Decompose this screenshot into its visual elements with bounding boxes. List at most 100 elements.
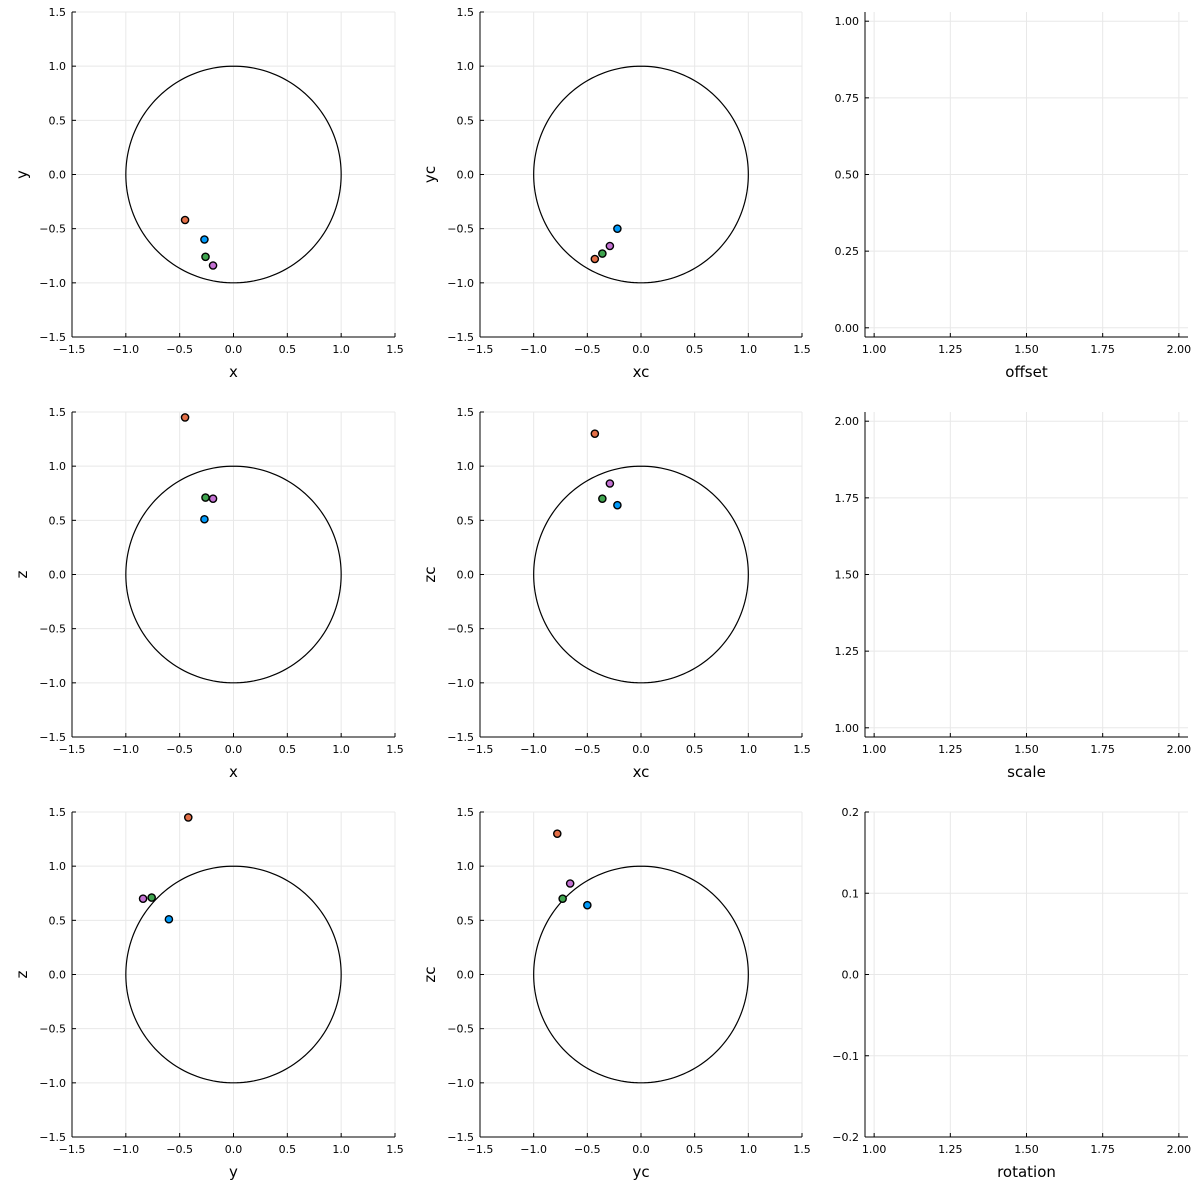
scatter-point (180, 413, 190, 422)
scatter-point (138, 894, 148, 903)
x-tick-label: 1.5 (793, 343, 811, 356)
x-axis-label: x (229, 763, 238, 781)
y-tick-label: −1.0 (39, 1077, 66, 1090)
y-axis-label: z (13, 970, 31, 978)
y-tick-label: 0.75 (835, 92, 860, 105)
x-tick-label: 1.5 (386, 743, 404, 756)
y-tick-label: −1.5 (447, 731, 474, 744)
y-tick-label: 1.5 (49, 406, 67, 419)
x-tick-label: 0.0 (632, 743, 650, 756)
y-tick-label: 1.5 (457, 6, 475, 19)
x-axis-label: rotation (997, 1163, 1056, 1181)
x-tick-label: 0.0 (225, 343, 243, 356)
y-tick-label: −0.1 (832, 1050, 859, 1063)
scatter-point (598, 494, 607, 503)
y-tick-label: 0.50 (835, 169, 860, 182)
y-tick-label: 0.0 (49, 169, 67, 182)
y-tick-label: 1.0 (457, 460, 475, 473)
unit-circle (533, 865, 749, 1084)
x-tick-label: −1.0 (112, 1143, 139, 1156)
y-tick-label: 0.2 (842, 806, 860, 819)
unit-circle (125, 65, 342, 284)
x-tick-label: 0.5 (279, 743, 297, 756)
subplot-yczc: −1.5 −1.0 −0.5 0.0 0.5 1.0 1.5 −1.5 −1.0 −0.5 0.0 0… (421, 806, 811, 1181)
x-axis-label: y (229, 1163, 238, 1181)
x-tick-label: 0.5 (279, 343, 297, 356)
y-tick-label: 0.0 (842, 969, 860, 982)
y-tick-label: 1.5 (49, 6, 67, 19)
unit-circle (125, 465, 342, 684)
y-tick-label: −1.5 (447, 1131, 474, 1144)
y-tick-label: −0.5 (39, 623, 66, 636)
x-tick-label: 1.25 (938, 1143, 963, 1156)
scatter-point (605, 241, 615, 251)
x-tick-label: −0.5 (166, 743, 193, 756)
y-tick-label: 1.00 (835, 722, 860, 735)
x-tick-label: 1.00 (862, 1143, 887, 1156)
x-tick-label: −1.5 (59, 343, 86, 356)
x-tick-label: 1.25 (938, 343, 963, 356)
subplot-xz: −1.5 −1.0 −0.5 0.0 0.5 1.0 1.5 −1.5 −1.0 −0.5 0.0 0… (13, 406, 404, 781)
x-tick-label: −1.5 (59, 1143, 86, 1156)
x-tick-label: 0.5 (686, 1143, 704, 1156)
y-tick-label: 1.0 (457, 860, 475, 873)
y-tick-label: 0.5 (49, 514, 67, 527)
scatter-point (552, 829, 562, 838)
y-tick-label: 0.0 (457, 169, 475, 182)
x-tick-label: −0.5 (166, 1143, 193, 1156)
x-tick-label: −0.5 (574, 743, 601, 756)
subplot-xczc: −1.5 −1.0 −0.5 0.0 0.5 1.0 1.5 −1.5 −1.0 −0.5 0.0 0… (421, 406, 811, 781)
x-tick-label: 1.50 (1014, 743, 1039, 756)
x-axis-label: xc (633, 763, 650, 781)
subplot-yz: −1.5 −1.0 −0.5 0.0 0.5 1.0 1.5 −1.5 −1.0 −0.5 0.0 0… (13, 806, 404, 1181)
y-tick-label: 1.0 (49, 60, 67, 73)
x-tick-label: 2.00 (1167, 1143, 1192, 1156)
scatter-point (201, 493, 210, 502)
scatter-point (565, 879, 575, 888)
y-tick-label: 1.0 (457, 60, 475, 73)
scatter-point (613, 500, 622, 510)
y-tick-label: 0.5 (457, 114, 475, 127)
x-tick-label: 1.0 (740, 1143, 758, 1156)
y-tick-label: 1.25 (835, 645, 860, 658)
x-tick-label: 1.25 (938, 743, 963, 756)
x-tick-label: 1.0 (332, 743, 350, 756)
x-tick-label: −1.5 (467, 1143, 494, 1156)
x-tick-label: 1.0 (740, 343, 758, 356)
y-tick-label: −1.5 (39, 1131, 66, 1144)
x-axis-label: xc (633, 363, 650, 381)
y-tick-label: −0.5 (447, 1023, 474, 1036)
scatter-point (183, 813, 193, 822)
scatter-point (164, 914, 174, 924)
y-tick-label: 0.1 (842, 887, 860, 900)
x-tick-label: −0.5 (574, 343, 601, 356)
scatter-point (558, 894, 567, 903)
x-tick-label: 0.0 (632, 343, 650, 356)
y-tick-label: 0.5 (457, 914, 475, 927)
y-tick-label: 0.5 (457, 514, 475, 527)
y-tick-label: −1.0 (447, 277, 474, 290)
y-tick-label: −1.5 (39, 731, 66, 744)
y-axis-label: zc (421, 966, 439, 982)
x-axis-label: offset (1005, 363, 1048, 381)
y-tick-label: −0.5 (447, 623, 474, 636)
x-tick-label: −0.5 (166, 343, 193, 356)
y-tick-label: 1.75 (835, 492, 860, 505)
x-tick-label: 2.00 (1167, 343, 1192, 356)
x-tick-label: −1.0 (520, 743, 547, 756)
y-tick-label: 0.5 (49, 114, 67, 127)
y-tick-label: 1.5 (457, 806, 475, 819)
scatter-point (598, 249, 607, 258)
unit-circle (125, 865, 342, 1084)
y-tick-label: 1.50 (835, 569, 860, 582)
x-axis-label: scale (1007, 763, 1046, 781)
x-tick-label: −1.0 (520, 1143, 547, 1156)
scatter-point (200, 235, 209, 244)
x-tick-label: 1.5 (386, 343, 404, 356)
scatter-point (208, 494, 218, 503)
y-tick-label: 0.0 (457, 569, 475, 582)
subplot-xcyc: −1.5 −1.0 −0.5 0.0 0.5 1.0 1.5 −1.5 −1.0 −0.5 0.0 0… (421, 6, 811, 381)
x-axis-label: x (229, 363, 238, 381)
x-tick-label: 0.0 (225, 1143, 243, 1156)
y-axis-label: z (13, 570, 31, 578)
